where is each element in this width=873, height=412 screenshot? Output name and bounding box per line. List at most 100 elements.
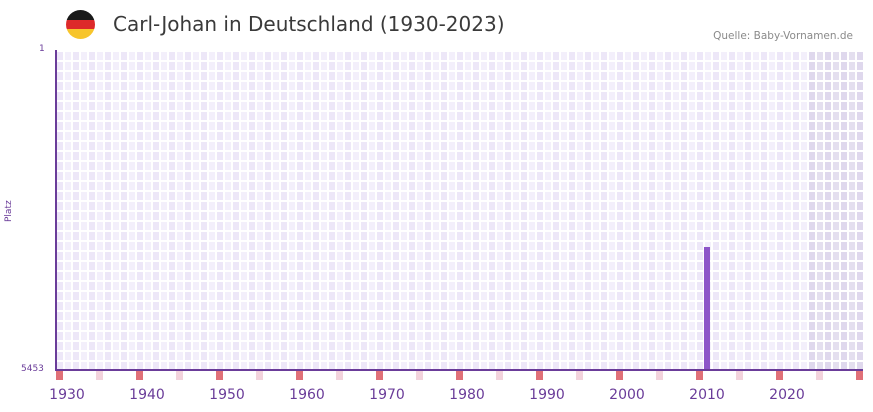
grid-column [159,50,167,370]
grid-column [791,50,799,370]
grid-column [607,50,615,370]
grid-column [247,50,255,370]
grid-column [447,50,455,370]
grid-column [87,50,95,370]
grid-column [71,50,79,370]
grid-column [455,50,463,370]
year-marker [856,371,863,380]
grid-column [239,50,247,370]
flag-stripe-gold [66,29,95,39]
grid-column [759,50,767,370]
x-tick-label: 1950 [209,387,245,403]
grid-column [335,50,343,370]
grid-column [591,50,599,370]
source-label: Quelle: Baby-Vornamen.de [713,30,853,42]
grid-column [311,50,319,370]
grid-column [671,50,679,370]
grid-column [487,50,495,370]
grid-column [167,50,175,370]
grid-column [207,50,215,370]
grid-column [415,50,423,370]
grid-column [295,50,303,370]
chart-title: Carl-Johan in Deutschland (1930-2023) [113,12,505,36]
grid-column [471,50,479,370]
grid-column [175,50,183,370]
flag-stripe-red [66,19,95,30]
grid-column [79,50,87,370]
grid-column [143,50,151,370]
year-marker [496,371,503,380]
grid-column [135,50,143,370]
grid-column [95,50,103,370]
grid-column [743,50,751,370]
grid-column [655,50,663,370]
grid-column [599,50,607,370]
grid-column [319,50,327,370]
x-tick-label: 1960 [289,387,325,403]
grid-column [431,50,439,370]
grid-column [399,50,407,370]
x-tick-label: 2010 [689,387,725,403]
grid-column [231,50,239,370]
x-tick-label: 1940 [129,387,165,403]
y-tick-bottom: 5453 [21,364,44,374]
rank-bar[interactable] [704,246,710,370]
grid-column [383,50,391,370]
grid-column [727,50,735,370]
grid-column [191,50,199,370]
year-marker [456,371,463,380]
year-marker [256,371,263,380]
x-tick-label: 1930 [49,387,85,403]
grid-column [647,50,655,370]
grid-column [423,50,431,370]
grid-column [439,50,447,370]
flag-stripe-black [66,10,95,20]
grid-column [767,50,775,370]
grid-column [391,50,399,370]
grid-column [735,50,743,370]
grid-column [711,50,719,370]
year-marker [536,371,543,380]
grid-column [359,50,367,370]
year-marker [296,371,303,380]
grid-column [199,50,207,370]
grid-column [503,50,511,370]
grid-column [519,50,527,370]
year-marker [336,371,343,380]
grid-column [639,50,647,370]
future-shade [807,50,863,370]
germany-flag-icon [66,10,95,39]
grid-column [375,50,383,370]
x-tick-label: 2000 [609,387,645,403]
grid-column [223,50,231,370]
y-axis-title: Platz [4,200,14,222]
x-tick-label: 2020 [769,387,805,403]
grid-column [327,50,335,370]
grid-column [687,50,695,370]
grid-column [799,50,807,370]
grid-columns [55,50,863,370]
grid-column [535,50,543,370]
x-axis-line [55,369,863,371]
grid-column [631,50,639,370]
year-marker [656,371,663,380]
grid-column [127,50,135,370]
grid-column [271,50,279,370]
grid-column [351,50,359,370]
grid-column [623,50,631,370]
grid-column [551,50,559,370]
grid-column [495,50,503,370]
grid-column [583,50,591,370]
year-marker [776,371,783,380]
grid-column [751,50,759,370]
grid-column [303,50,311,370]
grid-column [575,50,583,370]
y-tick-top: 1 [39,44,45,54]
grid-column [407,50,415,370]
x-tick-label: 1990 [529,387,565,403]
year-marker [376,371,383,380]
grid-column [183,50,191,370]
year-marker [216,371,223,380]
grid-column [695,50,703,370]
grid-column [151,50,159,370]
